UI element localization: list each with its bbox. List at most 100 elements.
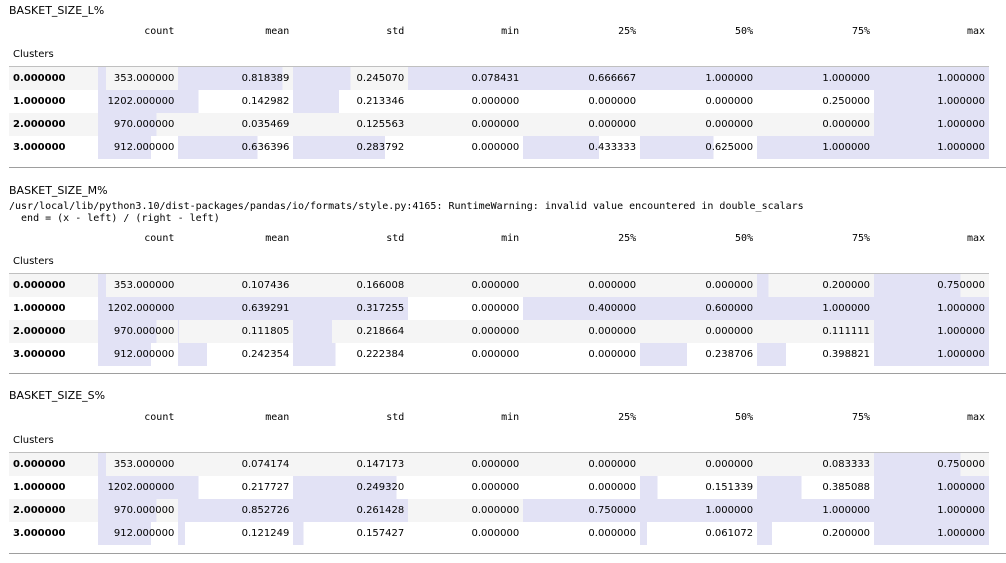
data-cell: 0.000000 [588,482,637,493]
column-header: min [501,411,520,423]
data-cell: 0.000000 [471,96,520,107]
data-cell: 1.000000 [874,90,989,113]
data-cell: 0.250000 [822,96,871,107]
index-row-spacer [293,249,409,274]
index-row-spacer [757,428,875,453]
data-cell: 0.000000 [588,459,637,470]
index-name-label: Clusters [9,428,98,453]
data-cell: 0.111805 [178,320,294,343]
table-row: 0.000000 353.000000 0.074174 0.147173 0.0000… [9,452,989,476]
index-row-spacer [757,249,875,274]
data-cell: 0.283792 [293,136,409,159]
index-row-spacer [523,428,641,453]
corner-cell [9,406,98,428]
data-cell: 0.000000 [471,280,520,291]
data-cell: 1.000000 [874,66,989,90]
table-row: 2.000000 970.000000 0.035469 0.125563 0.0000… [9,113,989,136]
data-cell: 1.000000 [640,66,758,90]
data-cell: 0.111111 [822,326,871,337]
row-index: 3.000000 [13,349,66,360]
column-header: mean [265,25,290,37]
describe-table: count mean std min 25% 50% 75% max Clusters 0.000… [9,406,989,545]
column-header: 25% [618,25,637,37]
describe-table: count mean std min 25% 50% 75% max Clusters 0.000… [9,20,989,159]
data-cell: 970.000000 [97,320,179,343]
data-cell: 0.000000 [822,119,871,130]
data-cell: 0.222384 [293,343,409,366]
data-cell: 0.636396 [178,136,294,159]
data-cell: 0.750000 [874,452,989,476]
data-cell: 1.000000 [640,499,758,522]
index-row-spacer [293,42,409,67]
column-header: mean [265,232,290,244]
data-cell: 1202.000000 [97,297,179,320]
data-cell: 0.000000 [705,119,754,130]
data-cell: 0.217727 [178,476,294,499]
column-header: 75% [851,25,871,37]
index-row-spacer [640,249,758,274]
data-cell: 0.083333 [822,459,871,470]
index-name-label: Clusters [9,249,98,274]
data-cell: 0.061072 [640,522,758,545]
data-cell: 970.000000 [97,499,179,522]
column-header: 75% [851,232,871,244]
data-cell: 1.000000 [874,476,989,499]
table-row: 1.000000 1202.000000 0.639291 0.317255 0.000… [9,297,989,320]
data-cell: 0.151339 [640,476,758,499]
column-header: max [966,25,985,37]
data-cell: 912.000000 [97,343,179,366]
column-header: count [144,232,175,244]
column-header: mean [265,411,290,423]
corner-cell [9,20,98,42]
data-cell: 0.035469 [241,119,290,130]
data-cell: 912.000000 [97,136,179,159]
data-cell: 1.000000 [874,113,989,136]
row-index: 1.000000 [13,96,66,107]
row-index: 1.000000 [13,303,66,314]
index-row-spacer [97,249,179,274]
data-cell: 0.600000 [640,297,758,320]
data-cell: 1.000000 [874,297,989,320]
data-cell: 0.000000 [705,326,754,337]
data-cell: 0.000000 [471,349,520,360]
table-row: 3.000000 912.000000 0.242354 0.222384 0.0000… [9,343,989,366]
table-row: 0.000000 353.000000 0.107436 0.166008 0.0000… [9,273,989,297]
data-cell: 1.000000 [874,343,989,366]
data-cell: 0.000000 [471,482,520,493]
output-divider [9,553,1006,554]
data-cell: 0.000000 [588,119,637,130]
data-cell: 0.218664 [293,320,409,343]
data-cell: 0.000000 [588,96,637,107]
index-row-spacer [640,42,758,67]
data-cell: 1.000000 [757,297,875,320]
data-cell: 1.000000 [757,499,875,522]
column-header: std [386,232,405,244]
row-index: 0.000000 [13,73,66,84]
data-cell: 0.200000 [757,273,875,297]
table-row: 2.000000 970.000000 0.852726 0.261428 0.0000… [9,499,989,522]
data-cell: 0.625000 [640,136,758,159]
table-row: 1.000000 1202.000000 0.217727 0.249320 0.000… [9,476,989,499]
data-cell: 0.261428 [293,499,409,522]
section-title: BASKET_SIZE_M% [9,184,108,197]
data-cell: 0.400000 [523,297,641,320]
data-cell: 1.000000 [874,136,989,159]
column-header: 50% [735,25,754,37]
row-index: 0.000000 [13,459,66,470]
table-row: 0.000000 353.000000 0.818389 0.245070 0.0784… [9,66,989,90]
output-divider [9,373,1006,374]
corner-cell [9,227,98,249]
row-index: 3.000000 [13,142,66,153]
data-cell: 0.385088 [757,476,875,499]
data-cell: 0.433333 [523,136,641,159]
column-header: 50% [735,232,754,244]
column-header: 75% [851,411,871,423]
data-cell: 0.000000 [471,528,520,539]
data-cell: 0.238706 [640,343,758,366]
data-cell: 1202.000000 [97,476,179,499]
index-row-spacer [178,42,294,67]
section-title: BASKET_SIZE_S% [9,389,106,402]
data-cell: 0.107436 [241,280,290,291]
data-cell: 0.398821 [757,343,875,366]
index-row-spacer [640,428,758,453]
